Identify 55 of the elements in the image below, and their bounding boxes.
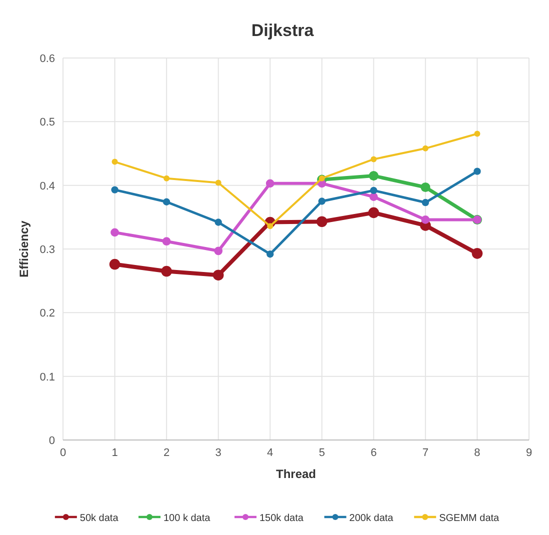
y-tick-label: 0.3 <box>40 244 55 256</box>
y-tick-label: 0.6 <box>40 53 55 65</box>
point <box>161 266 172 277</box>
x-tick-label: 2 <box>163 447 170 459</box>
x-tick-label: 8 <box>474 447 480 459</box>
point <box>472 248 483 259</box>
point <box>370 156 377 162</box>
point <box>111 186 118 194</box>
point <box>212 270 224 281</box>
x-tick-label: 1 <box>112 447 118 459</box>
y-tick-label: 0.5 <box>40 116 55 129</box>
point <box>369 192 378 201</box>
point <box>370 186 378 194</box>
point <box>109 258 120 270</box>
legend-label: 50k data <box>80 513 119 524</box>
point <box>162 198 170 206</box>
point <box>318 175 325 182</box>
legend-label: 100 k data <box>164 513 211 524</box>
legend-label: SGEMM data <box>439 513 500 524</box>
point <box>368 170 378 181</box>
x-tick-label: 3 <box>215 447 222 459</box>
y-tick-label: 0.4 <box>40 180 55 192</box>
x-tick-label: 0 <box>60 447 66 459</box>
point <box>267 223 274 230</box>
point <box>215 180 222 186</box>
point <box>266 179 274 188</box>
y-tick-label: 0.1 <box>40 371 55 384</box>
y-axis-title: Efficiency <box>17 220 31 278</box>
point <box>266 250 274 258</box>
point <box>422 145 428 152</box>
point <box>214 218 222 226</box>
point <box>214 246 223 256</box>
x-tick-label: 4 <box>267 447 274 459</box>
point <box>162 237 171 246</box>
x-tick-label: 5 <box>318 447 325 459</box>
x-tick-label: 6 <box>370 447 377 459</box>
y-tick-label: 0 <box>48 435 55 447</box>
point <box>112 158 118 165</box>
point <box>164 175 170 182</box>
legend-label: 150k data <box>260 513 304 524</box>
point <box>474 168 481 175</box>
x-axis-title: Thread <box>276 467 316 481</box>
point <box>316 216 328 228</box>
point <box>422 198 430 206</box>
x-tick-label: 7 <box>422 447 429 459</box>
y-tick-label: 0.2 <box>40 308 55 320</box>
point <box>420 182 430 192</box>
point <box>421 216 430 224</box>
point <box>368 207 380 218</box>
chart-title: Dijkstra <box>251 21 314 40</box>
point <box>110 228 119 237</box>
legend-label: 200k data <box>349 513 394 524</box>
point <box>474 130 480 137</box>
point <box>318 198 326 205</box>
x-tick-label: 9 <box>526 447 532 459</box>
